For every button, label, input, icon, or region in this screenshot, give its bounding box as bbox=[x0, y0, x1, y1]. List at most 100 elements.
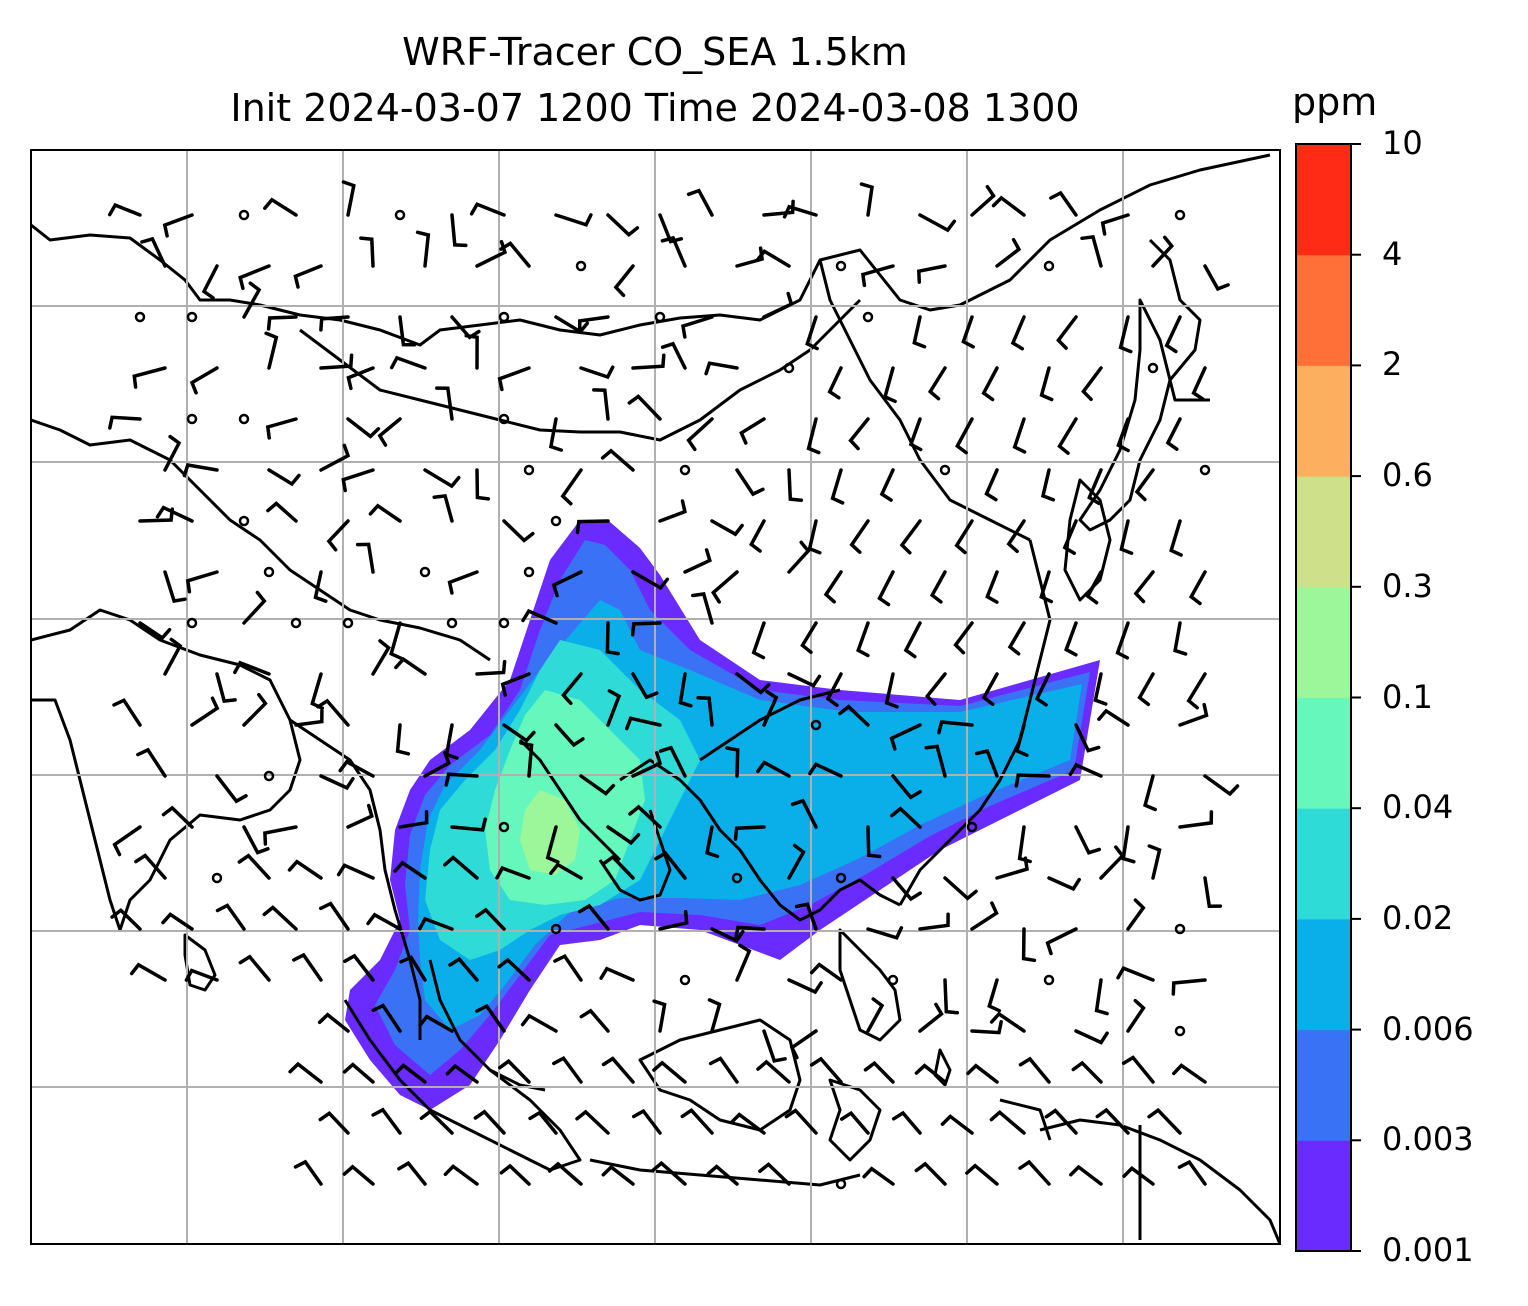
wind-barb bbox=[1006, 519, 1026, 554]
calm-wind-marker bbox=[835, 872, 847, 884]
calm-wind-marker bbox=[342, 617, 354, 629]
calm-wind-marker bbox=[211, 872, 223, 884]
wind-barb bbox=[974, 748, 999, 778]
calm-wind-marker bbox=[186, 413, 198, 425]
colorbar-segment bbox=[1296, 586, 1351, 698]
wind-barb bbox=[464, 333, 479, 370]
wind-barb bbox=[680, 1108, 714, 1135]
calm-wind-marker bbox=[1174, 1025, 1186, 1037]
wind-barb bbox=[140, 236, 167, 268]
colorbar-segment bbox=[1296, 697, 1351, 809]
wind-barb bbox=[554, 723, 585, 748]
wind-barb bbox=[808, 762, 843, 778]
wind-barb bbox=[601, 1056, 635, 1084]
wind-barb bbox=[735, 943, 752, 982]
wind-barb bbox=[606, 213, 640, 238]
wind-barb bbox=[398, 809, 429, 829]
wind-barb bbox=[1045, 927, 1078, 956]
wind-barb bbox=[762, 291, 794, 319]
wind-barb bbox=[686, 188, 714, 217]
wind-barb bbox=[613, 264, 635, 298]
wind-barb bbox=[435, 386, 454, 421]
wind-barb bbox=[419, 1109, 454, 1135]
wind-barb bbox=[991, 195, 1026, 217]
wind-barb bbox=[628, 804, 662, 829]
wind-barb bbox=[346, 803, 374, 829]
wind-barb bbox=[1071, 1060, 1103, 1084]
wind-barb bbox=[528, 1110, 558, 1135]
wind-barb bbox=[288, 1061, 323, 1084]
wind-barb bbox=[184, 968, 219, 982]
wind-barb bbox=[561, 672, 583, 706]
wind-barb bbox=[683, 548, 712, 574]
wind-barb bbox=[903, 621, 922, 659]
wind-barb bbox=[1165, 417, 1182, 451]
wind-barb bbox=[1191, 366, 1207, 401]
calm-wind-marker bbox=[290, 617, 302, 629]
calm-wind-marker bbox=[835, 1178, 847, 1190]
wind-barb bbox=[398, 315, 417, 347]
wind-barb bbox=[981, 366, 999, 402]
colorbar-segment bbox=[1296, 918, 1351, 1031]
wind-barb bbox=[1012, 417, 1027, 454]
wind-barb bbox=[1044, 1108, 1078, 1135]
malay-peninsula bbox=[428, 959, 546, 1092]
wind-barb bbox=[1100, 213, 1130, 236]
wind-barb bbox=[266, 315, 298, 331]
wind-barb bbox=[185, 570, 219, 594]
wind-barb bbox=[927, 366, 947, 401]
wind-barb bbox=[520, 1013, 558, 1033]
wind-barb bbox=[1134, 468, 1155, 502]
wind-barb bbox=[601, 1164, 635, 1186]
calm-wind-marker bbox=[654, 311, 666, 323]
wind-barb bbox=[914, 1063, 947, 1084]
wind-barb bbox=[242, 825, 270, 855]
wind-barb bbox=[691, 592, 714, 625]
wind-barb bbox=[475, 907, 506, 931]
wind-barb bbox=[1143, 774, 1157, 812]
wind-barb bbox=[755, 249, 791, 268]
wind-barb bbox=[1121, 1055, 1155, 1084]
wind-barb bbox=[995, 856, 1029, 880]
wind-barb bbox=[862, 1166, 895, 1186]
wind-barb bbox=[497, 957, 531, 982]
wind-barb bbox=[262, 905, 298, 931]
wind-barb bbox=[916, 264, 947, 284]
wind-barb bbox=[705, 825, 720, 859]
wind-barb bbox=[316, 698, 350, 727]
wind-barb bbox=[1074, 723, 1101, 753]
wind-barb bbox=[393, 1063, 427, 1084]
wind-barb bbox=[215, 903, 246, 931]
map-title-line-2: Init 2024-03-07 1200 Time 2024-03-08 130… bbox=[230, 86, 1080, 130]
wind-barb bbox=[749, 519, 766, 553]
coastlines bbox=[31, 153, 1280, 1244]
wind-barb bbox=[1126, 998, 1146, 1033]
wind-barb bbox=[389, 621, 403, 661]
wind-barb bbox=[342, 1062, 375, 1084]
wind-barb bbox=[1062, 519, 1078, 555]
calm-wind-marker bbox=[498, 617, 510, 629]
wind-barb bbox=[1118, 315, 1133, 354]
wind-barb bbox=[882, 366, 897, 404]
wind-barb bbox=[856, 621, 870, 658]
wind-barb bbox=[1085, 570, 1103, 605]
wind-barb bbox=[266, 501, 298, 523]
china-north-border bbox=[31, 153, 1271, 347]
wind-barb bbox=[238, 264, 271, 291]
wind-barb bbox=[110, 907, 142, 931]
wind-barb bbox=[790, 798, 818, 829]
wind-barb bbox=[981, 672, 999, 706]
wind-barb bbox=[704, 361, 739, 376]
wind-barb bbox=[1094, 978, 1109, 1016]
wind-barb bbox=[784, 1108, 818, 1135]
wind-barb bbox=[1178, 810, 1214, 829]
wind-barb bbox=[138, 621, 172, 641]
wind-barb bbox=[341, 180, 356, 217]
new-guinea bbox=[1039, 1118, 1280, 1244]
wind-barb bbox=[1116, 966, 1155, 982]
colorbar-tick-label: 0.003 bbox=[1382, 1120, 1474, 1159]
calm-wind-marker bbox=[498, 413, 510, 425]
wind-barb bbox=[756, 760, 791, 778]
calm-wind-marker bbox=[679, 974, 691, 986]
tibet-himalaya-border bbox=[31, 418, 491, 662]
